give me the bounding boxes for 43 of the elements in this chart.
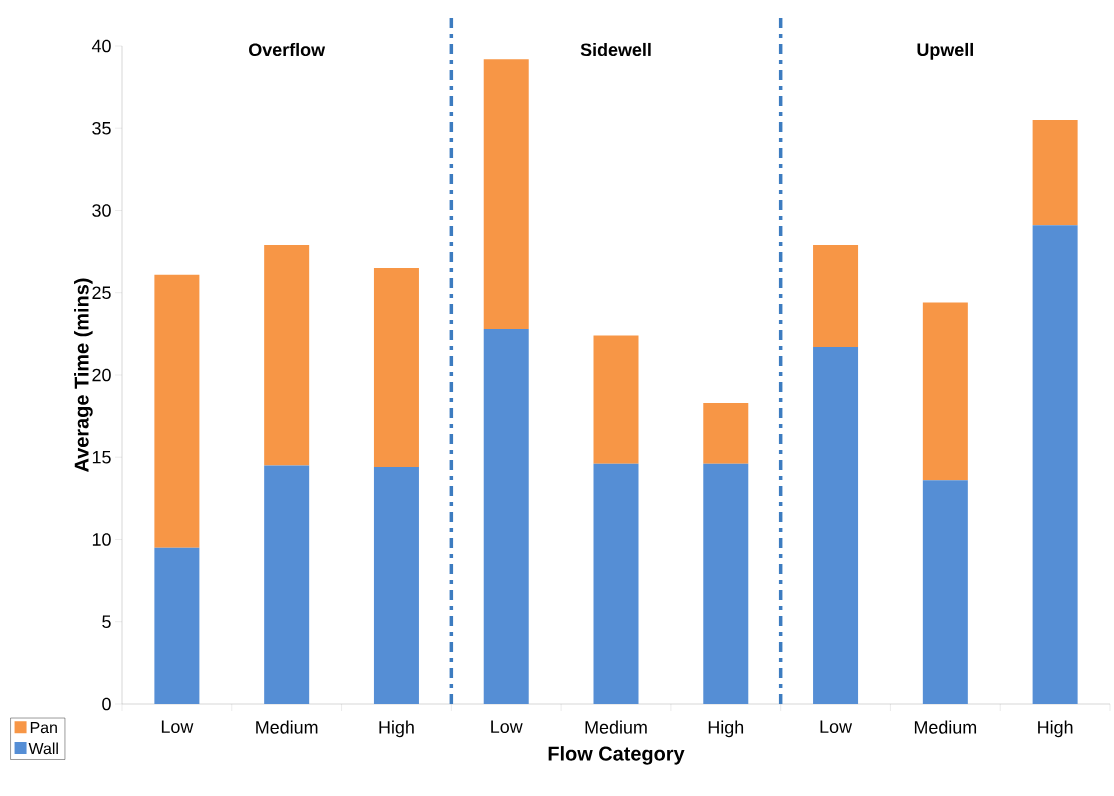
y-tick-label: 0 (102, 697, 111, 711)
y-axis-title: Average Time (mins) (74, 278, 93, 472)
bar (154, 547, 200, 704)
x-tick-label: Low (161, 720, 194, 734)
bar (264, 245, 310, 466)
x-tick-label: Medium (256, 720, 318, 734)
annotation: Sidewell (580, 42, 651, 57)
bar (813, 347, 859, 704)
y-tick-label: 10 (92, 533, 111, 546)
bar (373, 467, 419, 704)
y-tick-label: 5 (102, 615, 111, 628)
legend-label: Wall (28, 742, 58, 755)
x-tick-label: Low (491, 720, 523, 734)
bar (593, 463, 639, 704)
x-tick-label: Low (820, 720, 853, 734)
annotation: Upwell (917, 42, 973, 60)
legend-label: Pan (30, 722, 57, 734)
bar (154, 274, 200, 548)
x-tick-label: Medium (914, 720, 977, 734)
bar (922, 480, 968, 704)
x-tick-label: High (1038, 720, 1073, 738)
bar (593, 335, 639, 464)
y-tick-label: 40 (91, 39, 111, 53)
bar (483, 59, 529, 329)
x-tick-label: Medium (585, 720, 647, 734)
y-tick-label: 30 (92, 204, 111, 217)
bar (922, 302, 968, 481)
bar (483, 328, 529, 704)
x-axis-title: Flow Category (548, 746, 685, 765)
y-tick-label: 35 (92, 121, 111, 135)
bar (703, 463, 749, 704)
y-tick-label: 20 (92, 368, 111, 382)
x-tick-label: High (708, 720, 744, 738)
annotation: Overflow (249, 42, 326, 57)
bar (813, 245, 859, 348)
y-tick-label: 15 (92, 450, 111, 464)
bar (373, 268, 419, 468)
bar (1032, 225, 1078, 704)
bar (1032, 120, 1078, 226)
bar (703, 402, 749, 464)
y-tick-label: 25 (92, 286, 111, 300)
bar (264, 465, 310, 704)
x-tick-label: High (379, 720, 414, 738)
